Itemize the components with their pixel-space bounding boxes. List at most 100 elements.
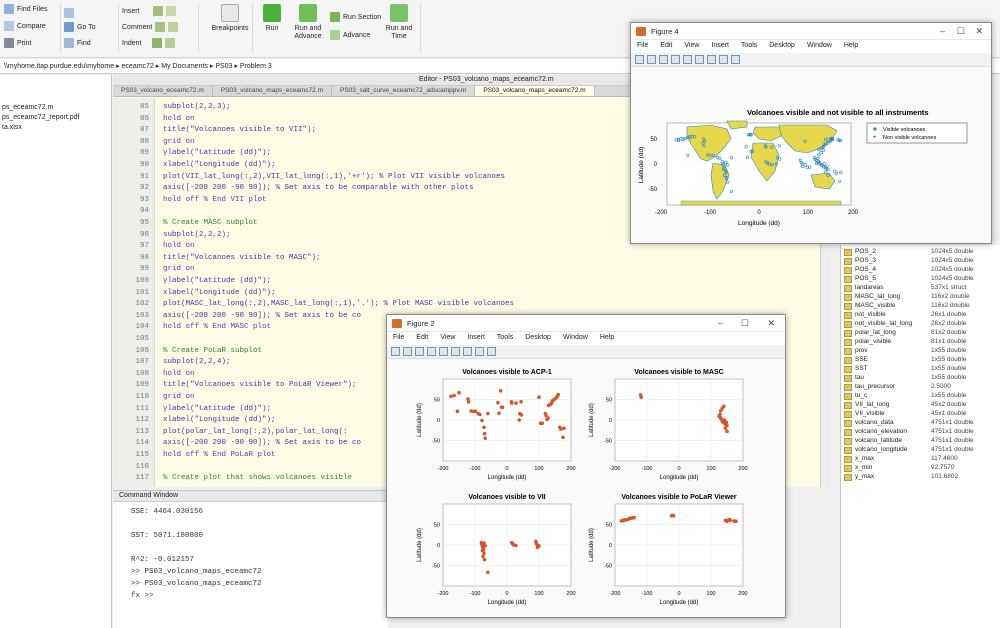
code-line[interactable]: 87 title("Volcanoes visible to VII"); <box>113 125 830 135</box>
insert-colorbar-icon[interactable] <box>695 55 704 64</box>
code-line[interactable]: 107 subplot(2,2,4); <box>113 357 830 367</box>
address-part[interactable]: My Documents <box>161 63 208 70</box>
code-line[interactable]: 90 xlabel("Longitude (dd)"); <box>113 160 830 170</box>
workspace-row[interactable]: VII_lat_long 45x2 double <box>841 401 1000 410</box>
workspace-row[interactable]: tau_precursor 2.5000 <box>841 383 1000 392</box>
workspace-row[interactable]: x_min 92.7570 <box>841 464 1000 473</box>
find-button[interactable]: Find <box>64 38 91 48</box>
code-line[interactable]: 104 hold off % End MASC plot <box>113 322 830 332</box>
address-part[interactable]: Problem 3 <box>239 63 272 70</box>
find-files-button[interactable]: Find Files <box>4 4 47 14</box>
code-line[interactable]: 117 % Create plot that shows volcanoes vi… <box>113 473 830 483</box>
code-line[interactable]: 99 grid on <box>113 264 830 274</box>
link-plot-icon[interactable] <box>683 55 692 64</box>
minimize-icon[interactable]: – <box>717 318 723 328</box>
workspace-row[interactable]: tau 1x55 double <box>841 374 1000 383</box>
go-to-button[interactable]: Go To <box>64 22 96 32</box>
workspace-row[interactable]: tu_c 1x55 double <box>841 392 1000 401</box>
code-area[interactable]: 85 subplot(2,2,3); 86 hold on 87 title("Volca… <box>113 98 830 487</box>
workspace-row[interactable]: POS_2 1024x5 double <box>841 248 1000 257</box>
code-line[interactable]: 112 xlabel("Longitude (dd)"); <box>113 415 830 425</box>
editor-tab-active[interactable]: PS03_volcano_maps_eceamc72.m <box>475 86 595 96</box>
code-line[interactable]: 89 ylabel("Latitude (dd)"); <box>113 148 830 158</box>
code-line[interactable]: 103 axis([-200 200 -90 90]); % Set axis t… <box>113 311 830 321</box>
code-line[interactable]: 110 grid on <box>113 392 830 402</box>
address-part[interactable]: eceamc72 <box>121 63 154 70</box>
workspace-row[interactable]: volcano_longitude 4751x1 double <box>841 446 1000 455</box>
menu-help[interactable]: Help <box>599 334 615 341</box>
code-line[interactable]: 96 subplot(2,2,2); <box>113 230 830 240</box>
code-line[interactable]: 88 grid on <box>113 137 830 147</box>
menu-desktop[interactable]: Desktop <box>769 42 795 49</box>
workspace-row[interactable]: SST 1x55 double <box>841 365 1000 374</box>
workspace-row[interactable]: MASC_lat_long 116x2 double <box>841 293 1000 302</box>
menu-window[interactable]: Window <box>806 42 832 49</box>
workspace-row[interactable]: not_visible_lat_long 26x2 double <box>841 320 1000 329</box>
close-icon[interactable]: ✕ <box>767 318 775 328</box>
maximize-icon[interactable]: ☐ <box>740 318 749 328</box>
menu-help[interactable]: Help <box>843 42 859 49</box>
workspace-row[interactable]: polar_visible 81x1 double <box>841 338 1000 347</box>
workspace-row[interactable]: x_max 117.4600 <box>841 455 1000 464</box>
print-button[interactable]: Print <box>4 38 31 48</box>
file-item[interactable]: ps_eceamc72_report.pdf <box>2 114 80 121</box>
menu-file[interactable]: File <box>393 334 405 341</box>
workspace-row[interactable]: y_max 101.6802 <box>841 473 1000 482</box>
code-line[interactable]: 102 plot(MASC_lat_long(:,2),MASC_lat_long… <box>113 299 830 309</box>
code-line[interactable]: 97 hold on <box>113 241 830 251</box>
new-figure-icon[interactable] <box>635 55 644 64</box>
menu-file[interactable]: File <box>637 42 649 49</box>
menu-edit[interactable]: Edit <box>416 334 429 341</box>
workspace-row[interactable]: POS_4 1024x5 double <box>841 266 1000 275</box>
menu-insert[interactable]: Insert <box>467 334 485 341</box>
workspace-row[interactable]: landareas 537x1 struct <box>841 284 1000 293</box>
code-line[interactable]: 111 ylabel("Latitude (dd)"); <box>113 404 830 414</box>
code-line[interactable]: 106 % Create PoLaR subplot <box>113 346 830 356</box>
edit-plot-icon[interactable] <box>475 347 484 356</box>
workspace-row[interactable]: MASC_visible 116x2 double <box>841 302 1000 311</box>
code-line[interactable]: 92 axis([-200 200 -90 90]); % Set axis to… <box>113 183 830 193</box>
code-line[interactable]: 114 axis([-200 200 -90 90]); % Set axis t… <box>113 438 830 448</box>
property-editor-icon[interactable] <box>487 347 496 356</box>
comment-button[interactable]: Comment <box>122 22 179 32</box>
menu-tools[interactable]: Tools <box>496 334 514 341</box>
workspace-row[interactable]: prov 1x55 double <box>841 347 1000 356</box>
save-icon[interactable] <box>415 347 424 356</box>
comment-tool-icons[interactable] <box>64 8 74 18</box>
print-icon[interactable] <box>427 347 436 356</box>
menu-view[interactable]: View <box>684 42 700 49</box>
editor-tab[interactable]: PS03_volcano_eceamc72.m <box>113 86 213 96</box>
address-part[interactable]: \\myhome.itap.purdue.edu\myhome <box>4 63 115 70</box>
workspace-row[interactable]: POS_3 1024x5 double <box>841 257 1000 266</box>
menu-view[interactable]: View <box>440 334 456 341</box>
menu-desktop[interactable]: Desktop <box>525 334 551 341</box>
code-line[interactable]: 113 plot(polar_lat_long(:,2),polar_lat_lo… <box>113 427 830 437</box>
run-button[interactable]: Run <box>254 4 290 33</box>
print-icon[interactable] <box>671 55 680 64</box>
insert-legend-icon[interactable] <box>463 347 472 356</box>
editor-scrollbar[interactable] <box>820 98 830 487</box>
open-icon[interactable] <box>647 55 656 64</box>
code-line[interactable]: 108 hold on <box>113 369 830 379</box>
breakpoints-button[interactable]: Breakpoints <box>210 4 250 33</box>
run-and-time-button[interactable]: Run and Time <box>380 4 418 41</box>
advance-button[interactable]: Advance <box>330 30 370 40</box>
editor-tab[interactable]: PS03_salt_curve_eceamc72_adscamppv.m <box>332 86 476 96</box>
run-and-advance-button[interactable]: Run and Advance <box>288 4 328 41</box>
workspace-row[interactable]: SSE 1x55 double <box>841 356 1000 365</box>
close-icon[interactable]: ✕ <box>975 26 983 36</box>
menu-edit[interactable]: Edit <box>660 42 673 49</box>
code-line[interactable]: 105 <box>113 334 830 344</box>
workspace-row[interactable]: volcano_latitude 4751x1 double <box>841 437 1000 446</box>
editor-tab[interactable]: PS03_volcano_maps_eceamc72.m <box>213 86 333 96</box>
code-line[interactable]: 86 hold on <box>113 114 830 124</box>
command-window[interactable]: Command Window SSE: 4464.030156 SST: 5071… <box>113 490 388 628</box>
indent-button[interactable]: Indent <box>122 38 176 48</box>
workspace-row[interactable]: not_visible 26x1 double <box>841 311 1000 320</box>
workspace-row[interactable]: volcano_elevation 4751x1 double <box>841 428 1000 437</box>
menu-window[interactable]: Window <box>562 334 588 341</box>
code-line[interactable]: 94 <box>113 206 830 216</box>
save-icon[interactable] <box>659 55 668 64</box>
code-line[interactable]: 115 hold off % End PoLaR plot <box>113 450 830 460</box>
link-plot-icon[interactable] <box>439 347 448 356</box>
